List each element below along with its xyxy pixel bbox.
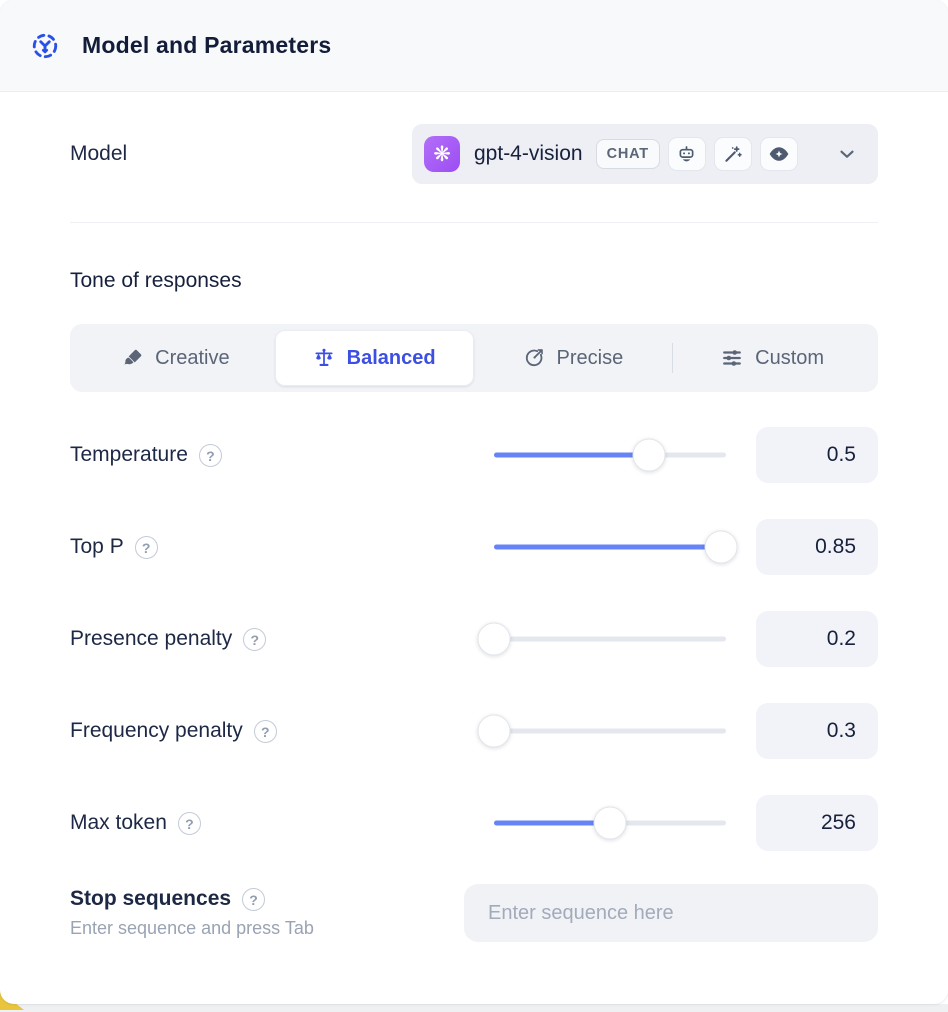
page-bottom-strip bbox=[0, 1004, 948, 1012]
temperature-value-field[interactable]: 0.5 bbox=[756, 427, 878, 483]
tone-option-balanced[interactable]: Balanced bbox=[274, 330, 474, 386]
top-p-slider[interactable] bbox=[494, 529, 738, 565]
magic-wand-icon bbox=[722, 144, 743, 165]
model-select[interactable]: ❋ gpt-4-vision CHAT bbox=[412, 124, 878, 184]
parameter-label: Max token bbox=[70, 811, 167, 834]
slider-track[interactable] bbox=[494, 636, 726, 642]
tone-option-label: Precise bbox=[556, 346, 624, 369]
parameter-label: Top P bbox=[70, 535, 124, 558]
capability-chip-vision bbox=[759, 137, 798, 171]
temperature-slider[interactable] bbox=[494, 437, 726, 473]
sliders-icon bbox=[721, 347, 743, 369]
tone-option-label: Balanced bbox=[346, 346, 436, 369]
frequency-penalty-slider[interactable] bbox=[477, 713, 726, 749]
model-label: Model bbox=[70, 142, 128, 165]
segment-divider bbox=[672, 343, 674, 373]
openai-logo-icon: ❋ bbox=[424, 136, 460, 172]
model-type-badge: CHAT bbox=[595, 139, 660, 169]
parameter-label: Temperature bbox=[70, 443, 188, 466]
max-token-value-field[interactable]: 256 bbox=[756, 795, 878, 851]
robot-icon bbox=[676, 144, 697, 165]
model-parameters-icon bbox=[28, 29, 62, 63]
stop-sequences-row: Stop sequences ? Enter sequence and pres… bbox=[70, 884, 878, 942]
section-divider bbox=[70, 222, 878, 223]
help-icon[interactable]: ? bbox=[243, 627, 267, 651]
presence-penalty-value-field[interactable]: 0.2 bbox=[756, 611, 878, 667]
chevron-down-icon bbox=[836, 143, 858, 165]
vision-eye-icon bbox=[768, 143, 790, 165]
frequency-penalty-value-field[interactable]: 0.3 bbox=[756, 703, 878, 759]
max-token-slider[interactable] bbox=[494, 805, 726, 841]
slider-thumb[interactable] bbox=[477, 622, 511, 656]
slider-thumb[interactable] bbox=[477, 714, 511, 748]
slider-track[interactable] bbox=[494, 728, 726, 734]
model-name: gpt-4-vision bbox=[474, 142, 583, 165]
tone-option-precise[interactable]: Precise bbox=[474, 330, 673, 386]
parameter-row-frequency-penalty: Frequency penalty ? 0.3 bbox=[70, 703, 878, 759]
panel-title: Model and Parameters bbox=[82, 32, 332, 58]
help-icon[interactable]: ? bbox=[242, 887, 266, 911]
tone-option-label: Custom bbox=[755, 346, 825, 369]
parameter-label: Frequency penalty bbox=[70, 719, 243, 742]
panel-header: Model and Parameters bbox=[0, 0, 948, 92]
parameter-row-temperature: Temperature ? 0.5 bbox=[70, 427, 878, 483]
tone-option-creative[interactable]: Creative bbox=[76, 330, 275, 386]
slider-fill bbox=[494, 452, 650, 458]
scales-icon bbox=[313, 347, 335, 369]
help-icon[interactable]: ? bbox=[177, 811, 201, 835]
target-arrow-icon bbox=[523, 347, 545, 369]
tone-segmented-control: Creative Balanced bbox=[70, 324, 878, 392]
parameter-row-presence-penalty: Presence penalty ? 0.2 bbox=[70, 611, 878, 667]
stop-sequences-label: Stop sequences bbox=[70, 887, 232, 910]
help-icon[interactable]: ? bbox=[253, 719, 277, 743]
parameter-label: Presence penalty bbox=[70, 627, 233, 650]
parameter-row-top-p: Top P ? 0.85 bbox=[70, 519, 878, 575]
slider-thumb[interactable] bbox=[632, 438, 666, 472]
paintbrush-icon bbox=[121, 347, 143, 369]
presence-penalty-slider[interactable] bbox=[477, 621, 726, 657]
help-icon[interactable]: ? bbox=[134, 535, 158, 559]
model-row: Model ❋ gpt-4-vision CHAT bbox=[70, 124, 878, 184]
tone-heading: Tone of responses bbox=[70, 269, 242, 292]
tone-option-label: Creative bbox=[155, 346, 230, 369]
tone-option-custom[interactable]: Custom bbox=[673, 330, 872, 386]
slider-fill bbox=[494, 820, 610, 826]
help-icon[interactable]: ? bbox=[198, 443, 222, 467]
parameter-row-max-token: Max token ? 256 bbox=[70, 795, 878, 851]
top-p-value-field[interactable]: 0.85 bbox=[756, 519, 878, 575]
capability-chip-magic bbox=[713, 137, 752, 171]
capability-chip-assistant bbox=[667, 137, 706, 171]
stop-sequence-input[interactable] bbox=[464, 884, 878, 942]
slider-thumb[interactable] bbox=[593, 806, 627, 840]
slider-thumb[interactable] bbox=[704, 530, 738, 564]
stop-sequences-hint: Enter sequence and press Tab bbox=[70, 918, 314, 938]
slider-fill bbox=[494, 544, 722, 550]
